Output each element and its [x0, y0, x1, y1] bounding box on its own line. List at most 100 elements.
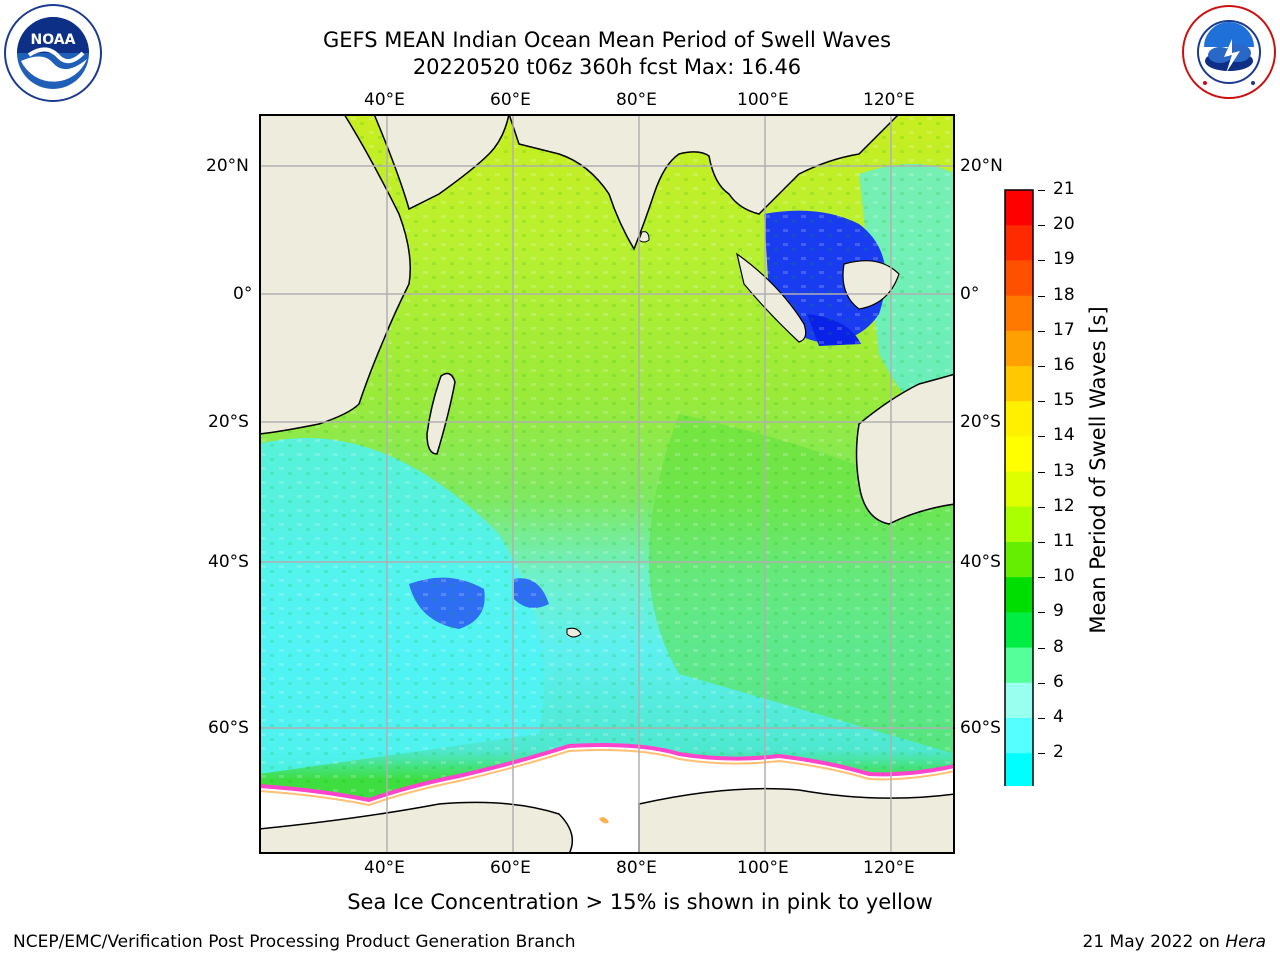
colorbar-tick-label: 18	[1053, 284, 1075, 305]
lat-tick-left-1: 20°N	[206, 156, 249, 176]
colorbar-tick-label: 16	[1053, 355, 1075, 375]
noaa-logo: NOAA	[4, 4, 102, 102]
colorbar-segment	[1005, 225, 1033, 261]
lat-tick-left-3: 20°S	[208, 412, 249, 432]
footer-host: Hera	[1225, 932, 1266, 952]
sea-ice-edge-inner	[259, 749, 955, 807]
map-border	[259, 114, 955, 854]
graticule	[259, 114, 955, 854]
colorbar-tick-label: 14	[1053, 425, 1075, 446]
colorbar-tick-mark	[1038, 436, 1045, 438]
national-weather-service-logo	[1182, 5, 1276, 99]
colorbar-segment	[1005, 401, 1033, 437]
colorbar-tick-label: 2	[1053, 742, 1064, 763]
colorbar-tick-mark	[1038, 401, 1045, 403]
colorbar-tick-label: 15	[1053, 390, 1075, 411]
colorbar-tick-label: 21	[1053, 179, 1075, 199]
land-madagascar	[426, 372, 456, 455]
lat-tick-right-4: 40°S	[960, 552, 1001, 572]
colorbar-tick-label: 17	[1053, 319, 1075, 340]
land-africa	[259, 114, 411, 435]
chart-title: GEFS MEAN Indian Ocean Mean Period of Sw…	[322, 28, 892, 52]
colorbar-tick-mark	[1038, 366, 1045, 367]
land-asia	[508, 114, 901, 251]
footer-producer: NCEP/EMC/Verification Post Processing Pr…	[13, 932, 576, 952]
lon-tick-bottom-3: 80°E	[616, 858, 657, 878]
lat-tick-right-3: 20°S	[960, 412, 1001, 432]
colorbar-segment	[1005, 753, 1033, 786]
colorbar-tick-label: 6	[1053, 671, 1064, 692]
land-australia	[855, 373, 955, 525]
colorbar-segment	[1005, 577, 1033, 613]
colorbar-frame	[1004, 189, 1034, 786]
colorbar-tick-mark	[1038, 753, 1045, 755]
lon-tick-bottom-2: 60°E	[490, 858, 531, 878]
land-kerguelen	[566, 627, 582, 638]
colorbar-segment	[1005, 330, 1033, 367]
colorbar-tick-mark	[1038, 542, 1045, 543]
land-borneo	[842, 260, 900, 310]
lon-tick-top-1: 40°E	[364, 90, 405, 110]
footer-date-text: 21 May 2022 on	[1082, 932, 1226, 952]
map-frame	[259, 114, 955, 854]
land-sri-lanka	[638, 231, 650, 243]
land-antarctica-west	[259, 801, 574, 854]
lat-tick-right-5: 60°S	[960, 718, 1001, 738]
lat-tick-right-2: 0°	[960, 284, 980, 304]
sea-ice-edge	[259, 743, 955, 803]
footer-date: 21 May 2022 on Hera	[1083, 932, 1267, 952]
colorbar-tick-mark	[1038, 471, 1045, 473]
colorbar-segment	[1005, 436, 1033, 473]
colorbar	[1004, 189, 1034, 786]
colorbar-tick-label: 13	[1053, 460, 1075, 481]
colorbar-segment	[1005, 718, 1033, 754]
colorbar-tick-mark	[1038, 190, 1045, 191]
colorbar-tick-label: 11	[1053, 531, 1075, 551]
colorbar-tick-mark	[1038, 260, 1045, 262]
colorbar-segment	[1005, 366, 1033, 402]
colorbar-segment	[1005, 190, 1033, 226]
colorbar-title: Mean Period of Swell Waves [s]	[1086, 306, 1110, 634]
colorbar-tick-label: 4	[1053, 707, 1064, 727]
colorbar-tick-mark	[1038, 682, 1045, 684]
colorbar-segment	[1005, 612, 1033, 649]
colorbar-tick-mark	[1038, 225, 1045, 227]
colorbar-segment	[1005, 682, 1033, 719]
colorbar-segment	[1005, 471, 1033, 508]
colorbar-segment	[1005, 295, 1033, 332]
colorbar-tick-mark	[1038, 295, 1045, 297]
colorbar-tick-mark	[1038, 612, 1045, 614]
colorbar-segment	[1005, 506, 1033, 543]
land-arabia	[373, 114, 510, 211]
lat-tick-right-1: 20°N	[960, 156, 1003, 176]
lon-tick-bottom-1: 40°E	[364, 858, 405, 878]
lon-tick-top-4: 100°E	[737, 90, 789, 110]
colorbar-tick-label: 12	[1053, 495, 1075, 516]
colorbar-segment	[1005, 647, 1033, 684]
chart-subtitle: 20220520 t06z 360h fcst Max: 16.46	[412, 55, 802, 79]
lat-tick-left-2: 0°	[233, 284, 253, 304]
colorbar-tick-label: 8	[1053, 636, 1064, 657]
colorbar-segment	[1005, 542, 1033, 578]
colorbar-tick-mark	[1038, 577, 1045, 579]
colorbar-tick-label: 19	[1053, 249, 1075, 270]
lon-tick-top-3: 80°E	[616, 90, 657, 110]
colorbar-tick-label: 20	[1053, 214, 1075, 235]
land-antarctica-east	[638, 787, 955, 854]
lon-tick-bottom-4: 100°E	[737, 858, 789, 878]
colorbar-tick-label: 9	[1053, 601, 1064, 622]
colorbar-segment	[1005, 260, 1033, 297]
lon-tick-top-2: 60°E	[490, 90, 531, 110]
colorbar-tick-mark	[1038, 718, 1045, 719]
lon-tick-top-5: 120°E	[863, 90, 915, 110]
ice-patch	[599, 817, 609, 824]
colorbar-tick-mark	[1038, 506, 1045, 508]
colorbar-tick-mark	[1038, 330, 1045, 332]
colorbar-tick-mark	[1038, 647, 1045, 649]
colorbar-tick-label: 10	[1053, 566, 1075, 587]
lat-tick-left-4: 40°S	[208, 552, 249, 572]
svg-text:NOAA: NOAA	[31, 32, 76, 48]
sea-ice-caption: Sea Ice Concentration > 15% is shown in …	[347, 890, 933, 914]
lon-tick-bottom-5: 120°E	[863, 858, 915, 878]
lat-tick-left-5: 60°S	[208, 718, 249, 738]
